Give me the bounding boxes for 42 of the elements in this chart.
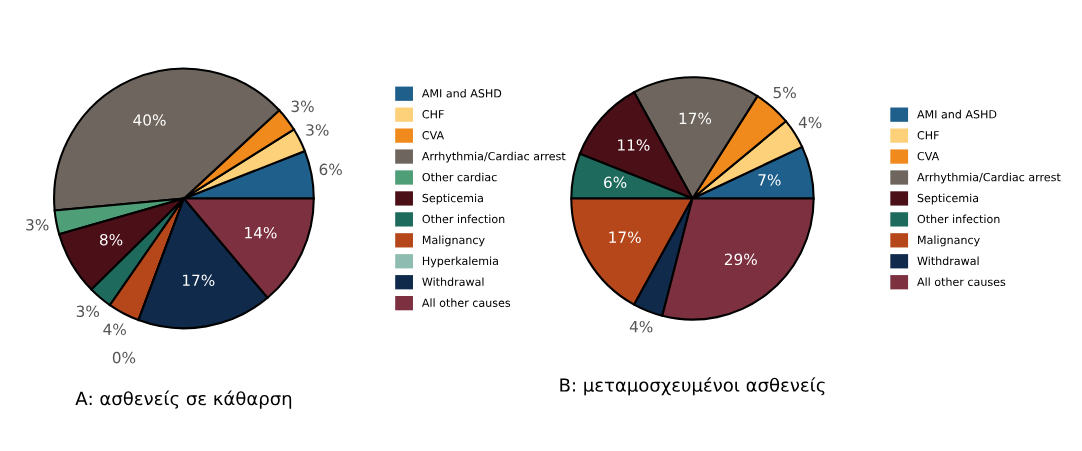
legend-label: Other infection [422, 214, 505, 224]
legend-label: Withdrawal [422, 277, 484, 287]
data-label: 17% [183, 274, 215, 287]
legend-label: AMI and ASHD [917, 109, 997, 119]
legend-label: Other infection [917, 214, 1000, 224]
legend-label: Septicemia [917, 193, 979, 205]
legend-label: CVA [917, 151, 940, 161]
legend-label: Malignancy [422, 235, 485, 247]
legend-label: Septicemia [422, 193, 483, 205]
legend-label: Hyperkalemia [422, 256, 498, 268]
data-label: 6% [319, 163, 342, 176]
data-label: 11% [618, 139, 650, 151]
data-label: 8% [99, 233, 123, 246]
legend-label: All other causes [421, 298, 511, 307]
legend-label: CHF [422, 110, 444, 119]
data-label: 3% [76, 305, 100, 318]
data-label: 29% [724, 253, 757, 266]
legend-label: Arrhythmia/Cardiac arrest [917, 172, 1061, 184]
data-label: 5% [773, 86, 796, 99]
data-label: 3% [291, 100, 314, 113]
data-label: 4% [103, 323, 126, 336]
legend-label: All other causes [917, 277, 1006, 287]
legend-label: Other cardiac [422, 172, 497, 182]
data-label: 6% [604, 176, 627, 189]
legend-label: Arrhythmia/Cardiac arrest [421, 151, 566, 163]
legend-label: AMI and ASHD [421, 88, 502, 98]
legend-label: Malignancy [918, 235, 980, 247]
data-label: 17% [609, 231, 641, 243]
legend-label: CHF [917, 131, 939, 140]
text: 0% [112, 351, 136, 364]
data-label: 14% [245, 226, 277, 239]
text: Α: ασθενείς σε κάθαρση [75, 390, 292, 409]
legend-label: Withdrawal [917, 256, 979, 266]
data-label: 3% [306, 124, 329, 136]
data-label: 4% [798, 116, 822, 129]
data-label: 40% [133, 114, 166, 126]
data-label: 3% [26, 219, 49, 231]
data-label: 17% [679, 112, 712, 125]
data-label: 7% [758, 174, 781, 186]
data-label: 4% [629, 320, 653, 333]
text: Β: μεταμοσχευμένοι ασθενείς [560, 377, 825, 396]
legend-label: CVA [422, 131, 445, 140]
